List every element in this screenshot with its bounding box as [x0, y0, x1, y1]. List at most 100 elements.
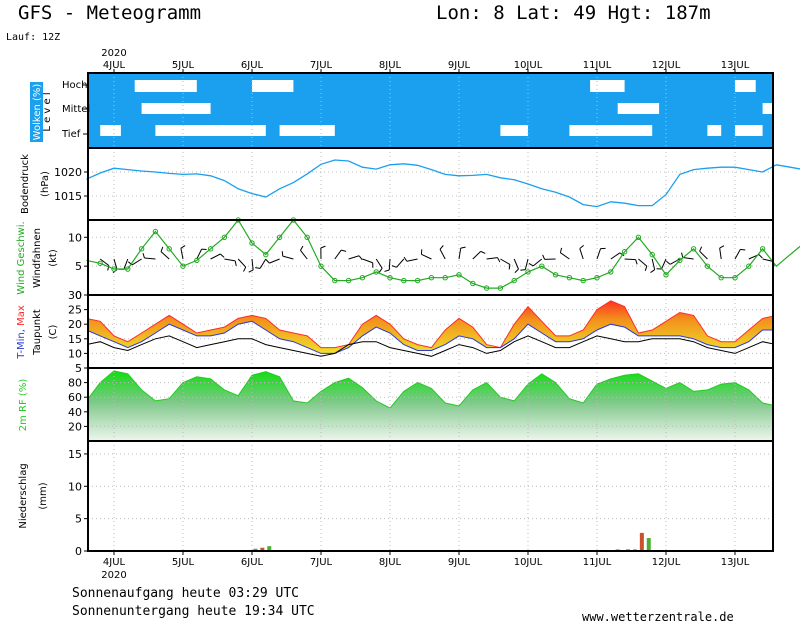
wind-barb-feather	[528, 263, 534, 267]
wind-barb-feather	[265, 259, 270, 264]
wind-barb	[472, 250, 482, 260]
wind-barb	[300, 250, 308, 260]
wind-barb	[682, 256, 694, 260]
x-tick-label-top: 8JUL	[379, 60, 402, 71]
wind-barb-feather	[248, 269, 254, 273]
humidity-line	[88, 370, 773, 409]
wind-unit-label: (kt)	[48, 249, 59, 267]
wind-speed-point	[414, 277, 421, 284]
temp-range-area	[88, 300, 773, 354]
wind-barb-feather	[378, 267, 383, 273]
wind-barb-feather	[320, 245, 326, 249]
cloud-clear-patch	[762, 103, 773, 114]
wind-barb-feather	[480, 250, 486, 254]
wind-barb	[113, 258, 118, 270]
wind-speed-point	[608, 269, 614, 275]
precipitation-panel: 0 5 10 15 Niederschlag (mm)	[18, 440, 774, 558]
x-tick-label-top: 7JUL	[310, 60, 333, 71]
wind-barb-feather	[281, 251, 284, 257]
cloud-clear-patch	[155, 125, 266, 136]
wind-barb	[144, 257, 156, 260]
wind-speed-point	[401, 277, 407, 284]
wind-speed-point	[525, 269, 531, 275]
wind-barb	[638, 258, 648, 267]
cloud-clear-patch	[100, 125, 121, 136]
pressure-panel: 1015 1020 Bodendruck (hPa)	[20, 147, 800, 221]
wind-barb-feather	[299, 245, 304, 251]
precip-axis-label: Niederschlag	[18, 463, 29, 528]
wind-speed-point	[263, 251, 269, 258]
wind-speed-point	[359, 274, 366, 281]
x-tick-label-top: 5JUL	[172, 60, 195, 71]
precip-bar	[253, 548, 258, 551]
wind-barb	[661, 258, 667, 270]
wind-speed-point	[539, 263, 545, 269]
precip-tick-label: 15	[68, 448, 82, 461]
temp-tick-label: 25	[68, 304, 82, 317]
precip-tick-label: 0	[75, 545, 82, 558]
wind-speed-point	[373, 269, 379, 275]
wind-barb	[237, 258, 247, 268]
wind-speed-axis-label: Wind Geschwi.	[16, 221, 27, 294]
wind-barb	[699, 250, 708, 260]
wind-barb-feather	[559, 247, 563, 253]
wind-barb-feather	[514, 268, 519, 273]
wind-barb	[180, 248, 184, 260]
wind-speed-point	[511, 277, 517, 284]
wind-speed-point	[677, 257, 683, 264]
wind-barb-feather	[255, 267, 261, 269]
wind-barb	[719, 248, 722, 260]
cloud-clear-patch	[279, 125, 335, 136]
x-tick-label-bottom: 10JUL	[514, 557, 543, 568]
x-tick-label-bottom: 12JUL	[652, 557, 681, 568]
precip-bar	[639, 532, 644, 551]
cloud-clear-patch	[569, 125, 653, 136]
wind-barb-feather	[542, 254, 546, 260]
wind-barb-feather	[740, 248, 746, 251]
website-link[interactable]: www.wetterzentrale.de	[582, 610, 734, 624]
cloud-label-bg	[30, 82, 43, 142]
wind-speed-point	[635, 234, 642, 241]
wind-speed-point	[497, 285, 504, 291]
wind-speed-point	[746, 263, 752, 269]
wind-speed-point	[483, 285, 490, 291]
wind-speed-point	[111, 266, 117, 272]
wind-speed-point	[552, 272, 559, 278]
pressure-axis-label: Bodendruck	[20, 154, 31, 214]
precip-bar	[260, 547, 265, 551]
x-tick-label-bottom: 6JUL	[241, 557, 264, 568]
x-tick-label-top: 6JUL	[241, 60, 264, 71]
wind-tick-label: 10	[68, 231, 82, 244]
wind-speed-point	[442, 274, 448, 281]
wind-barb	[259, 258, 267, 269]
wind-speed-point	[580, 277, 586, 284]
wind-speed-point	[152, 228, 159, 235]
tmax-label-part: Max	[16, 305, 27, 326]
cloud-clear-patch	[590, 80, 625, 92]
wind-barb	[762, 258, 774, 262]
wind-barb	[624, 258, 636, 261]
level-axis-title: L e v e l	[42, 92, 53, 131]
x-tick-label-bottom: 13JUL	[721, 557, 750, 568]
wind-barb-axis-label: Windfahnen	[32, 228, 43, 288]
wind-barb-feather	[508, 264, 511, 270]
cloud-clear-patch	[141, 103, 211, 114]
wind-barb-feather	[719, 245, 725, 249]
cloud-clear-patch	[617, 103, 660, 114]
temp-tick-label: 10	[68, 347, 82, 360]
wind-barb	[334, 249, 342, 260]
wind-barb-feather	[619, 252, 625, 257]
year-label-top: 2020	[101, 48, 126, 59]
wind-speed-point	[138, 246, 145, 252]
year-label-bottom: 2020	[101, 570, 126, 581]
location-coordinates: Lon: 8 Lat: 49 Hgt: 187m	[436, 2, 711, 24]
pressure-unit-label: (hPa)	[40, 171, 51, 197]
wind-speed-point	[276, 234, 283, 241]
wind-barb-feather	[520, 269, 526, 271]
wind-barb	[610, 252, 621, 260]
tmax-line	[88, 300, 773, 349]
wind-barb-feather	[644, 265, 648, 271]
